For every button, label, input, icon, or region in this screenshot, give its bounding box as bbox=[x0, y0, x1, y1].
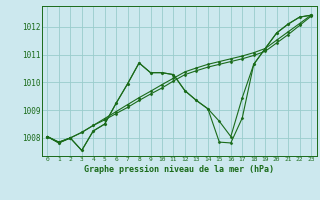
X-axis label: Graphe pression niveau de la mer (hPa): Graphe pression niveau de la mer (hPa) bbox=[84, 165, 274, 174]
